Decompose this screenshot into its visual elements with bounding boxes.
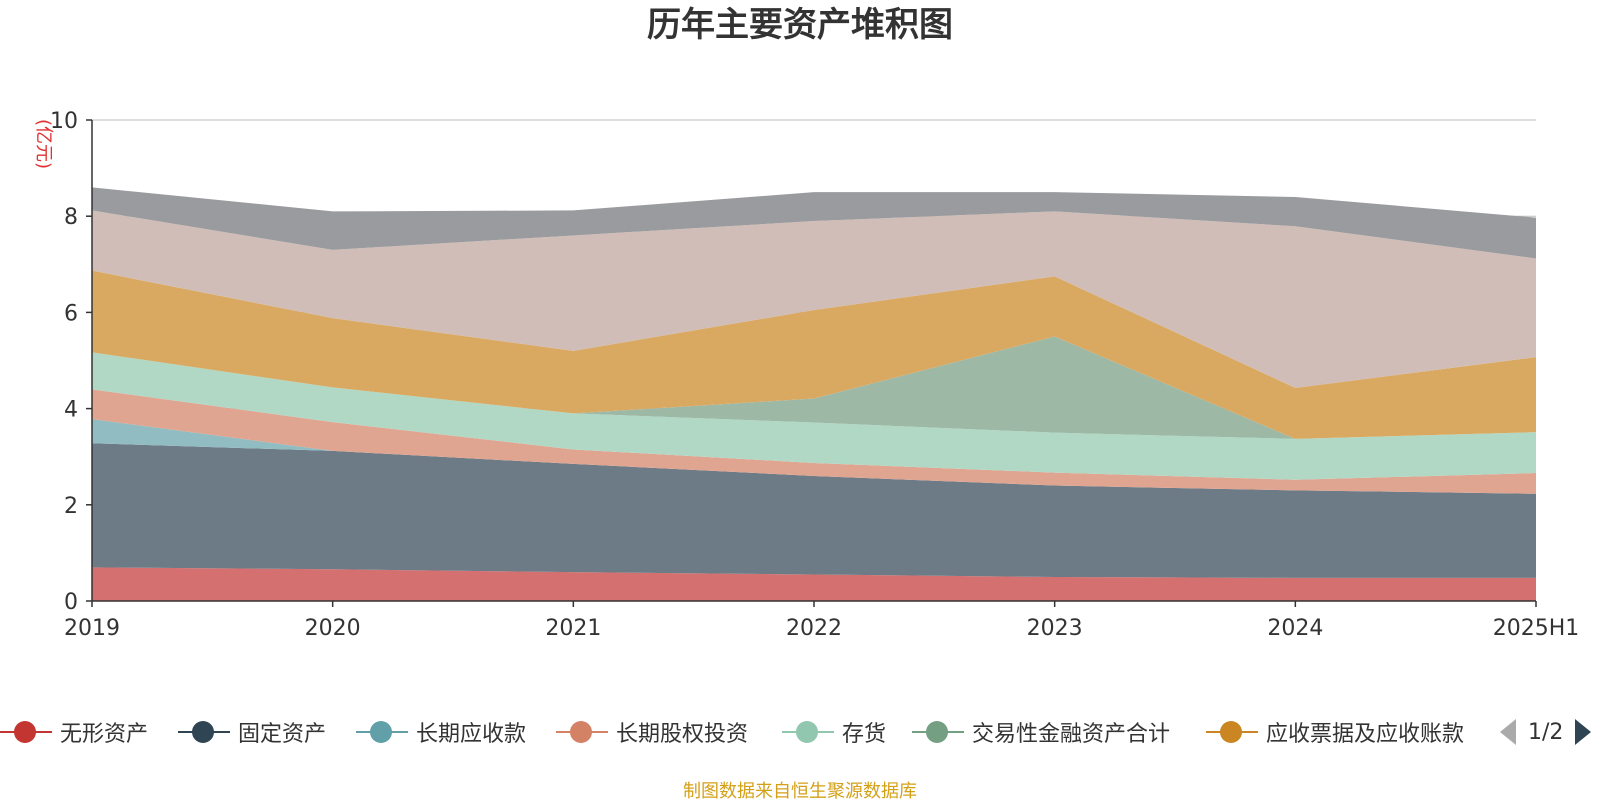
source-note: 制图数据来自恒生聚源数据库 [683, 781, 917, 802]
area-series [92, 187, 1536, 601]
area-存货 [92, 352, 1536, 480]
legend-label: 长期应收款 [416, 722, 527, 747]
legend-marker-icon [0, 717, 52, 747]
legend-label: 长期股权投资 [616, 722, 749, 747]
legend-label: 存货 [842, 722, 887, 747]
area-应收票据及应收账款 [92, 270, 1536, 439]
x-tick-label: 2025H1 [1493, 616, 1580, 641]
stacked-area-chart: 0 2 4 6 8 10 2019 2020 2021 2022 2023 2024 2025H1 (亿… [33, 109, 1579, 641]
legend-item[interactable]: 无形资产 [0, 712, 148, 752]
axes: 0 2 4 6 8 10 2019 2020 2021 2022 2023 2024 2025H1 [50, 109, 1579, 641]
y-tick-label: 10 [50, 109, 78, 134]
legend-marker-icon [782, 717, 834, 747]
x-tick-label: 2020 [305, 616, 361, 641]
y-tick-label: 0 [64, 590, 78, 615]
legend-pager: 1/2 [1498, 717, 1593, 747]
x-tick-label: 2022 [786, 616, 842, 641]
y-tick-label: 2 [64, 494, 78, 519]
legend-item[interactable]: 交易性金融资产合计 [912, 712, 1170, 752]
x-tick-label: 2024 [1267, 616, 1323, 641]
area-货币资金 [92, 210, 1536, 388]
legend-marker-icon [556, 717, 608, 747]
pager-text: 1/2 [1528, 719, 1564, 745]
area-长期股权投资 [92, 389, 1536, 494]
x-tick-label: 2021 [545, 616, 601, 641]
area-其他 [92, 187, 1536, 259]
area-交易性金融资产合计 [92, 336, 1536, 439]
y-tick-label: 4 [64, 398, 78, 423]
legend-item[interactable]: 应收票据及应收账款 [1206, 712, 1464, 752]
chart-title: 历年主要资产堆积图 [647, 5, 953, 45]
legend: 无形资产 固定资产 长期应收款 长期股权投资 存货 交易性金融资产合计 应收票据及应收账款 [0, 712, 1600, 752]
legend-item[interactable]: 固定资产 [178, 712, 326, 752]
pager-prev-icon[interactable] [1498, 717, 1518, 747]
legend-item[interactable]: 存货 [782, 712, 886, 752]
legend-marker-icon [178, 717, 230, 747]
legend-item[interactable]: 长期应收款 [356, 712, 526, 752]
pager-next-icon[interactable] [1573, 717, 1593, 747]
legend-label: 固定资产 [238, 722, 327, 747]
legend-marker-icon [356, 717, 408, 747]
legend-marker-icon [1206, 717, 1258, 747]
legend-label: 交易性金融资产合计 [972, 722, 1171, 747]
x-tick-label: 2023 [1027, 616, 1083, 641]
legend-label: 无形资产 [60, 722, 149, 747]
y-tick-label: 8 [64, 205, 78, 230]
area-固定资产 [92, 443, 1536, 578]
y-axis-unit-label: (亿元) [33, 119, 54, 169]
legend-marker-icon [912, 717, 964, 747]
y-tick-label: 6 [64, 301, 78, 326]
x-tick-label: 2019 [64, 616, 120, 641]
legend-item[interactable]: 长期股权投资 [556, 712, 748, 752]
area-无形资产 [92, 567, 1536, 601]
legend-label: 应收票据及应收账款 [1266, 722, 1465, 747]
